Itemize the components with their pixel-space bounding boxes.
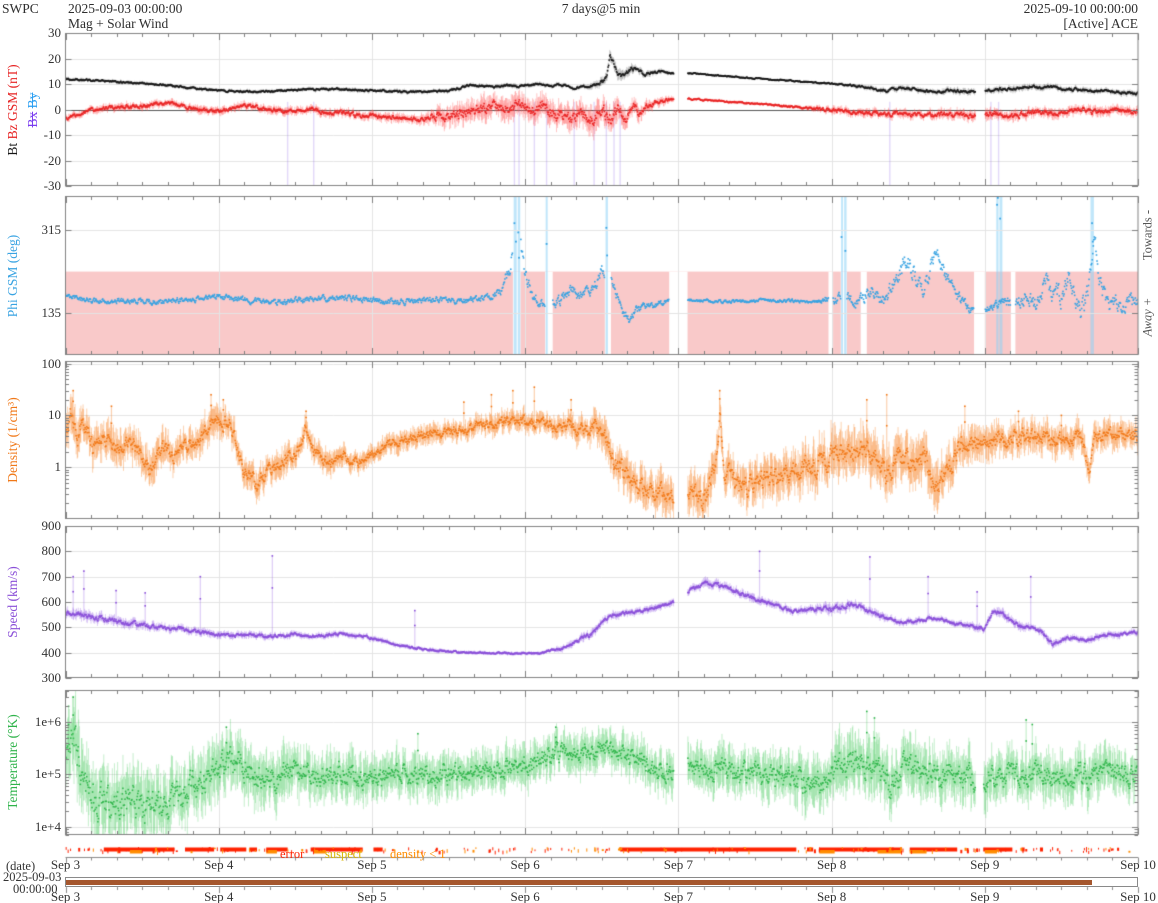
y-tick-label: 10 <box>48 407 61 423</box>
y-tick-label: 30 <box>48 25 61 40</box>
plot-mode-title: Mag + Solar Wind <box>68 16 169 31</box>
satellite-status: [Active] ACE <box>1063 16 1138 31</box>
y-tick-label: 315 <box>41 222 62 238</box>
y-tick-label: 800 <box>41 543 62 559</box>
date-tick-label: Sep 9 <box>970 857 1000 872</box>
axis-start-date: 2025-09-03 <box>3 870 62 884</box>
y-tick-label: 0 <box>54 101 62 117</box>
date-tick-label: Sep 10 <box>1120 857 1156 872</box>
time-scrollbar-thumb[interactable] <box>66 880 1092 885</box>
range-end-timestamp: 2025-09-10 00:00:00 <box>1023 1 1138 16</box>
date-tick-label: Sep 3 <box>50 889 81 903</box>
y-tick-label: -10 <box>43 127 61 142</box>
date-tick-label: Sep 8 <box>816 889 847 903</box>
date-tick-label: Sep 5 <box>357 889 387 903</box>
phi-axis-label: Phi GSM (deg) <box>5 234 20 318</box>
range-start-timestamp: 2025-09-03 00:00:00 <box>68 1 183 16</box>
y-tick-label: 1 <box>54 459 62 475</box>
y-tick-label: 1e+5 <box>34 766 61 782</box>
y-tick-label: -30 <box>43 178 61 193</box>
y-tick-label: 135 <box>41 305 62 321</box>
y-tick-label: 900 <box>41 518 62 533</box>
sector-towards-label: Towards - <box>1140 209 1155 261</box>
y-tick-label: 1e+6 <box>34 714 61 730</box>
y-tick-label: 20 <box>48 50 61 66</box>
y-tick-label: 100 <box>41 355 62 371</box>
y-tick-label: 500 <box>41 619 62 635</box>
y-tick-label: 600 <box>41 594 62 609</box>
y-tick-label: 300 <box>41 670 62 685</box>
date-tick-label: Sep 8 <box>816 857 847 872</box>
y-tick-label: -20 <box>43 152 61 168</box>
date-tick-label: Sep 5 <box>357 857 387 872</box>
axis-start-time: 00:00:00 <box>13 882 58 896</box>
date-tick-label: Sep 4 <box>204 889 234 903</box>
legend-suspect: suspect <box>325 847 362 861</box>
date-tick-label: Sep 10 <box>1120 889 1156 903</box>
date-tick-label: Sep 6 <box>510 857 540 872</box>
range-duration: 7 days@5 min <box>561 1 641 16</box>
app-title: SWPC <box>2 1 39 16</box>
y-tick-label: 1e+4 <box>34 818 61 834</box>
date-tick-label: Sep 7 <box>663 889 693 903</box>
y-tick-label: 400 <box>41 644 62 660</box>
legend-density-lt1: density < 1 <box>390 847 446 861</box>
date-tick-label: Sep 9 <box>970 889 1000 903</box>
y-tick-label: 700 <box>41 568 62 584</box>
time-scrollbar[interactable] <box>65 877 1138 887</box>
date-tick-label: Sep 6 <box>510 889 540 903</box>
y-tick-label: 10 <box>48 76 61 91</box>
date-axis-caption: (date) <box>6 859 36 873</box>
legend-error: error <box>280 847 305 861</box>
date-tick-label: Sep 7 <box>663 857 693 872</box>
date-tick-label: Sep 3 <box>50 857 81 872</box>
date-tick-label: Sep 4 <box>204 857 234 872</box>
sector-away-label: Away + <box>1140 297 1155 337</box>
